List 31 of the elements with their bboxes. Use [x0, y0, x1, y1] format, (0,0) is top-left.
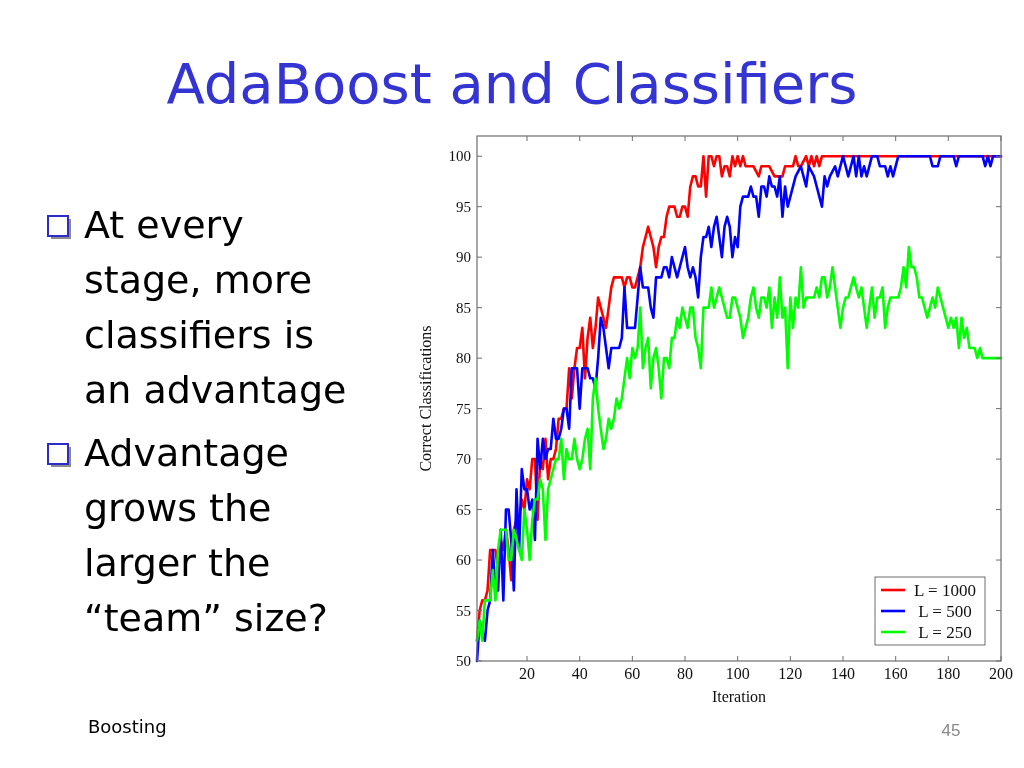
text: Advantage grows the larger the “team” size? [84, 431, 328, 640]
y-tick-label: 70 [456, 451, 471, 468]
y-tick-label: 65 [456, 501, 471, 518]
y-tick-label: 55 [456, 602, 471, 619]
text: 45 [941, 721, 961, 740]
legend-label: L = 250 [918, 622, 972, 642]
y-axis-title: Correct Classifications [417, 325, 434, 472]
x-tick-label: 20 [519, 665, 536, 682]
x-tick-label: 180 [936, 665, 961, 682]
x-tick-label: 60 [624, 665, 641, 682]
x-tick-label: 160 [883, 665, 908, 682]
y-tick-label: 80 [456, 350, 471, 367]
x-axis-title: Iteration [711, 688, 767, 705]
y-tick-label: 75 [456, 400, 471, 417]
x-tick-label: 40 [571, 665, 588, 682]
x-tick-label: 200 [989, 665, 1013, 682]
y-tick-label: 60 [456, 552, 471, 569]
chart-title: AdaBoost and Classifiers [166, 51, 858, 116]
x-tick-label: 140 [831, 665, 856, 682]
x-tick-label: 120 [778, 665, 803, 682]
y-tick-label: 50 [456, 653, 471, 670]
y-tick-label: 100 [448, 148, 471, 165]
x-tick-label: 100 [725, 665, 750, 682]
x-tick-label: 80 [677, 665, 694, 682]
y-tick-label: 90 [456, 249, 471, 266]
legend-label: L = 500 [918, 601, 972, 621]
y-tick-label: 85 [456, 299, 471, 316]
y-tick-label: 95 [456, 198, 471, 215]
text: Boosting [88, 716, 167, 737]
legend-label: L = 1000 [914, 580, 976, 600]
text: At every stage, more classifiers is an advantage [84, 203, 347, 412]
